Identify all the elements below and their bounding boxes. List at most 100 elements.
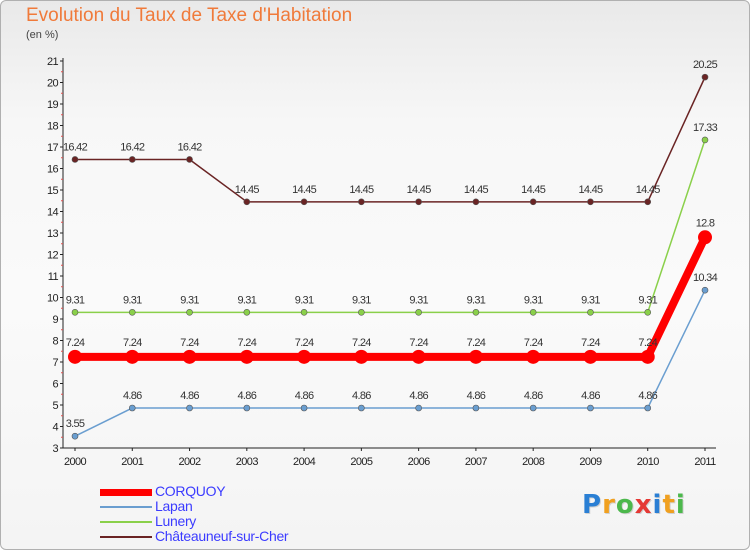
x-tick-label: 2008 — [522, 456, 545, 468]
data-point — [128, 156, 136, 163]
data-point — [71, 156, 79, 163]
series-line-lapan — [74, 289, 706, 437]
x-tick-label: 2002 — [179, 456, 202, 468]
y-tick-label: 5 — [52, 400, 58, 412]
data-label: 9.31 — [581, 294, 600, 306]
data-label: 14.45 — [521, 184, 546, 196]
y-tick-label: 4 — [52, 422, 58, 434]
data-point — [644, 309, 652, 316]
data-label: 4.86 — [352, 390, 371, 402]
data-label: 14.45 — [349, 184, 374, 196]
data-point — [415, 198, 422, 206]
data-point — [243, 404, 251, 412]
y-tick-label: 9 — [52, 314, 58, 326]
x-tick-label: 2003 — [236, 456, 259, 468]
series-line-lunery — [75, 139, 706, 314]
y-tick-label: 20 — [47, 78, 59, 90]
data-point — [526, 349, 541, 364]
data-label: 9.31 — [66, 294, 85, 306]
data-label: 16.42 — [63, 141, 88, 153]
data-point — [68, 349, 82, 364]
data-label: 9.31 — [123, 294, 142, 306]
data-label: 7.24 — [295, 337, 314, 349]
chart-axes: 3 4 5 6 7 8 9 10 11 12 13 14 15 16 17 18 19 20 21 2000 2001 2… — [47, 56, 717, 468]
data-point — [472, 198, 480, 206]
data-label: 7.24 — [352, 337, 371, 349]
data-label: 4.86 — [581, 390, 600, 402]
data-point — [415, 404, 422, 412]
data-point — [358, 198, 365, 206]
data-label: 14.45 — [292, 184, 317, 196]
legend-label: Lapan — [155, 498, 193, 514]
data-point — [529, 309, 537, 316]
data-point — [415, 309, 422, 316]
data-label: 7.24 — [180, 337, 199, 349]
series-line-ch-teauneuf-sur-cher — [75, 76, 706, 203]
y-tick-label: 18 — [47, 121, 59, 133]
data-point — [701, 73, 709, 81]
legend-swatch — [100, 506, 152, 508]
data-label: 4.86 — [524, 390, 543, 402]
data-label: 7.24 — [66, 337, 85, 349]
series-ch-teauneuf-sur-cher — [71, 73, 709, 206]
y-axis-unit-label: (en %) — [26, 29, 59, 41]
data-point — [243, 309, 251, 316]
logo-letter: i — [652, 490, 663, 520]
data-label: 3.55 — [66, 418, 85, 430]
data-label: 4.86 — [123, 390, 142, 402]
y-tick-label: 7 — [52, 357, 58, 369]
data-point — [239, 349, 254, 364]
data-point — [587, 309, 594, 316]
legend-label: Châteauneuf-sur-Cher — [155, 528, 289, 544]
data-label: 14.45 — [235, 184, 260, 196]
data-label: 9.31 — [352, 294, 371, 306]
data-point — [186, 404, 193, 412]
y-tick-label: 6 — [52, 379, 58, 391]
x-tick-label: 2005 — [350, 456, 373, 468]
logo-letter: o — [615, 490, 635, 520]
data-point — [186, 309, 193, 316]
data-point — [468, 349, 483, 364]
data-point — [644, 198, 652, 206]
data-label: 9.31 — [638, 294, 657, 306]
x-tick-label: 2009 — [579, 456, 602, 468]
legend-swatch — [100, 489, 152, 496]
legend-label: Lunery — [155, 513, 197, 529]
chart-title: Evolution du Taux de Taxe d'Habitation — [26, 5, 353, 26]
data-label: 17.33 — [693, 122, 718, 134]
data-point — [529, 198, 537, 206]
data-point — [644, 404, 652, 412]
y-tick-label: 14 — [47, 207, 59, 219]
data-point — [128, 404, 136, 412]
data-label: 9.31 — [467, 294, 486, 306]
logo-letter: x — [634, 490, 653, 520]
y-tick-label: 10 — [47, 293, 59, 305]
series-corquoy — [68, 230, 712, 364]
data-label: 4.86 — [180, 390, 199, 402]
data-label: 9.31 — [524, 294, 543, 306]
data-point — [358, 404, 365, 412]
data-point — [300, 198, 308, 206]
data-label: 7.24 — [638, 337, 657, 349]
y-tick-label: 8 — [52, 336, 58, 348]
legend-label: CORQUOY — [155, 483, 226, 499]
data-label: 20.25 — [693, 59, 718, 71]
data-label: 4.86 — [638, 390, 657, 402]
data-point — [701, 136, 709, 144]
data-point — [472, 309, 480, 316]
x-tick-label: 2007 — [465, 456, 488, 468]
y-tick-label: 21 — [47, 56, 59, 68]
data-label: 10.34 — [693, 272, 718, 284]
series-line-corquoy — [75, 235, 709, 361]
data-point — [300, 309, 308, 316]
y-tick-label: 11 — [48, 271, 59, 283]
data-label: 7.24 — [409, 337, 428, 349]
data-label: 4.86 — [409, 390, 428, 402]
data-label: 16.42 — [120, 141, 145, 153]
y-tick-label: 15 — [47, 185, 59, 197]
data-point — [71, 309, 79, 316]
data-point — [640, 349, 655, 364]
data-point — [71, 432, 79, 440]
logo-letter: t — [662, 490, 676, 520]
